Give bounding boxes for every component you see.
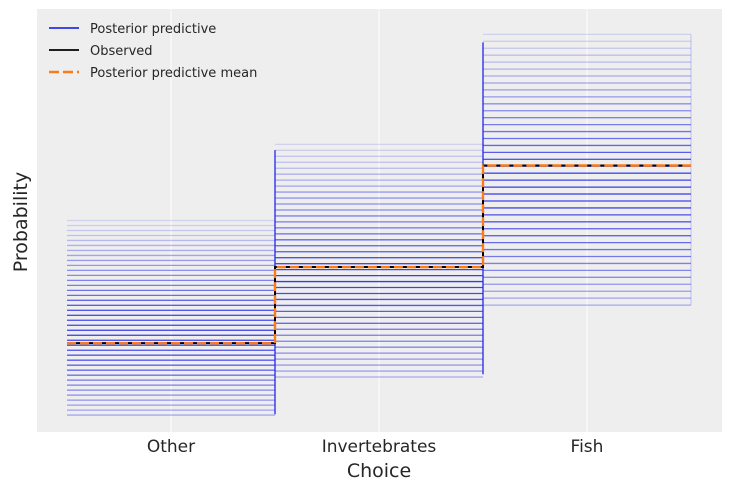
x-tick-label-fish: Fish bbox=[571, 437, 604, 457]
legend-label-posterior-predictive: Posterior predictive bbox=[90, 22, 216, 37]
x-axis-label: Choice bbox=[347, 460, 411, 482]
legend: Posterior predictive Observed Posterior … bbox=[49, 22, 257, 81]
legend-label-observed: Observed bbox=[90, 44, 153, 59]
posterior-mean-line bbox=[67, 164, 691, 345]
x-tick-label-invertebrates: Invertebrates bbox=[322, 437, 437, 457]
grid bbox=[170, 9, 588, 432]
y-axis-label: Probability bbox=[10, 172, 32, 272]
posterior-mean-series bbox=[67, 164, 691, 345]
x-tick-labels: Other Invertebrates Fish bbox=[147, 437, 604, 457]
posterior-predictive-draws bbox=[67, 33, 692, 416]
x-tick-label-other: Other bbox=[147, 437, 195, 457]
legend-label-posterior-mean: Posterior predictive mean bbox=[90, 66, 257, 81]
